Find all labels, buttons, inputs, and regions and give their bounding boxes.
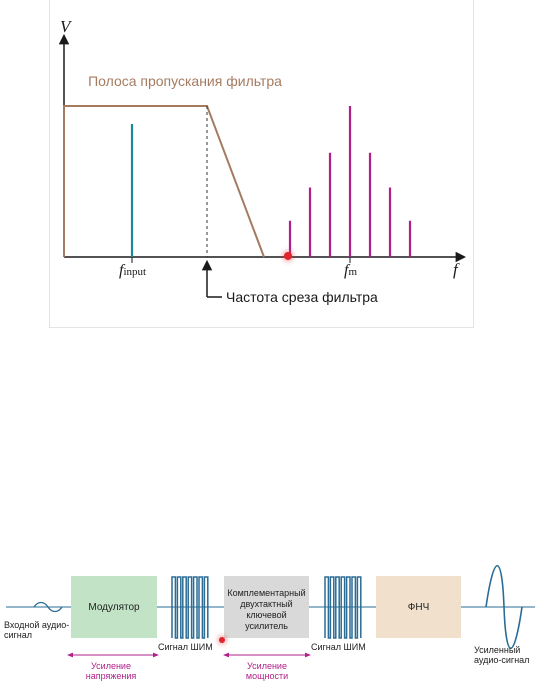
spectral-lines: [130, 106, 412, 257]
switching-amplifier-block: Комплементарный двухтактный ключевой уси…: [224, 576, 309, 638]
low-pass-filter-block: ФНЧ: [376, 576, 461, 638]
spectrum-diagram: Полоса пропускания фильтра Частота среза…: [49, 0, 474, 328]
passband-label: Полоса пропускания фильтра: [88, 73, 282, 89]
passband-curve: [63, 105, 265, 258]
cursor-marker: [284, 252, 292, 260]
input-sine-wave: [33, 601, 63, 613]
cursor-marker-2: [219, 637, 225, 643]
voltage-gain-label: Усиление напряжения: [85, 661, 137, 681]
class-d-block-diagram: Модулятор Комплементарный двухтактный кл…: [0, 560, 541, 686]
fm-label: fm: [344, 262, 358, 279]
output-sine-wave: [485, 565, 523, 649]
y-axis-label: V: [60, 17, 71, 36]
finput-label: finput: [119, 262, 147, 279]
output-signal-label: Усиленный аудио-сигнал: [474, 645, 530, 665]
cutoff-frequency-label: Частота среза фильтра: [226, 289, 378, 305]
input-signal-label: Входной аудио-сигнал: [4, 620, 70, 640]
x-axis-label: f: [453, 260, 458, 279]
pwm-signal-label-1: Сигнал ШИМ: [158, 642, 213, 652]
spectrum-svg: [58, 33, 467, 298]
power-gain-label: Усиление мощности: [245, 661, 289, 681]
pwm-signal-label-2: Сигнал ШИМ: [311, 642, 366, 652]
pwm-waveform-1: [171, 576, 209, 639]
pwm-waveform-2: [324, 576, 362, 639]
modulator-block: Модулятор: [71, 576, 157, 638]
